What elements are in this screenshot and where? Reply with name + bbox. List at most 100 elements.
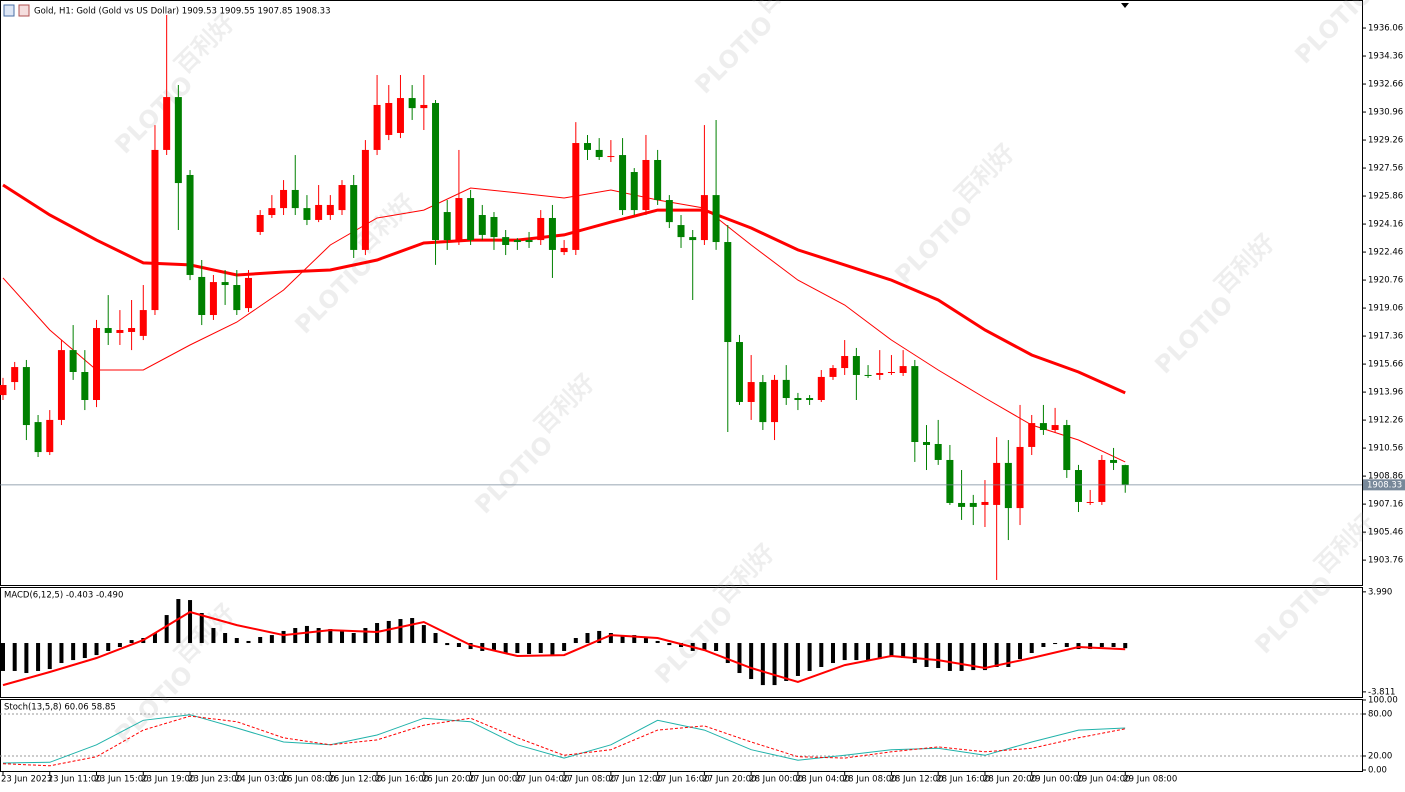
macd-bar	[176, 599, 181, 644]
macd-bar	[12, 643, 17, 671]
chart-title: Gold, H1: Gold (Gold vs US Dollar) 1909.…	[34, 7, 331, 17]
candle-body	[829, 368, 837, 377]
macd-bar	[375, 623, 380, 644]
candle-body	[513, 240, 521, 243]
candle-body	[455, 198, 463, 241]
candle-body	[630, 172, 638, 211]
candle-body	[0, 385, 7, 396]
main-panel-frame	[0, 0, 1363, 586]
macd-bar	[830, 643, 835, 664]
indicator-line	[2, 610, 1126, 687]
x-tick-label: 26 Jun 12:00	[328, 775, 382, 785]
candle-body	[934, 443, 942, 460]
watermark: PLOTIO	[1249, 570, 1338, 659]
watermark: PLOTIO	[469, 430, 558, 519]
macd-bar	[1041, 643, 1046, 647]
x-tick-label: 28 Jun 08:00	[843, 775, 897, 785]
y-tick-label: 1925.86	[1368, 192, 1403, 202]
watermark: PLOTIO	[109, 660, 198, 749]
y-tick-label: 1929.26	[1368, 136, 1403, 146]
candle-body	[852, 356, 860, 375]
macd-bar	[866, 643, 871, 661]
candle-body	[256, 215, 264, 232]
candle-body	[432, 102, 440, 241]
candle-body	[607, 156, 615, 158]
candle-body	[525, 240, 533, 243]
candle-body	[911, 366, 919, 443]
watermark: PLOTIO	[1149, 290, 1238, 379]
macd-title: MACD(6,12,5) -0.403 -0.490	[4, 591, 123, 601]
candle-body	[1063, 425, 1071, 471]
candle-body	[209, 282, 217, 316]
candle-body	[1110, 459, 1118, 463]
candle-body	[373, 104, 381, 150]
macd-bar	[199, 613, 204, 644]
y-tick-label: 1905.46	[1368, 528, 1403, 538]
candle-body	[993, 462, 1001, 505]
watermark: 百利好	[949, 138, 1020, 209]
candle-body	[1004, 462, 1012, 509]
x-tick-label: 27 Jun 12:00	[609, 775, 663, 785]
macd-panel-frame	[0, 587, 1363, 698]
macd-bar	[363, 628, 368, 644]
macd-bar	[316, 628, 321, 644]
candle-body	[502, 237, 510, 245]
y-tick-label: 1932.66	[1368, 80, 1403, 90]
x-tick-label: 28 Jun 12:00	[889, 775, 943, 785]
macd-bar	[304, 625, 309, 644]
last-price-label: 1908.33	[1367, 480, 1402, 490]
watermark: 百利好	[529, 368, 600, 439]
watermark: PLOTIO	[109, 70, 198, 159]
candle-body	[303, 208, 311, 220]
candle-body	[1016, 446, 1024, 509]
watermark: 百利好	[709, 538, 780, 609]
macd-bar	[737, 643, 742, 674]
x-tick-label: 23 Jun 19:00	[141, 775, 195, 785]
macd-bar	[1053, 643, 1058, 645]
candle-body	[923, 442, 931, 445]
candle-body	[396, 98, 404, 133]
icon-symbol[interactable]	[18, 4, 30, 17]
macd-bar	[71, 643, 76, 661]
macd-bar	[538, 643, 543, 654]
macd-bar	[491, 643, 496, 651]
watermark: PLOTIO	[689, 10, 778, 99]
candle-body	[69, 350, 77, 373]
candle-body	[46, 419, 54, 453]
macd-bar	[877, 643, 882, 660]
macd-bar	[702, 643, 707, 651]
y-tick-label: 1915.66	[1368, 360, 1403, 370]
macd-bar	[608, 633, 613, 644]
macd-bar	[188, 600, 193, 644]
shift-marker[interactable]	[1121, 3, 1129, 8]
candle-body	[385, 102, 393, 135]
candle-body	[1074, 470, 1082, 502]
candle-body	[981, 501, 989, 505]
macd-bar	[1006, 643, 1011, 667]
y-tick-label: 1903.76	[1368, 556, 1403, 566]
y-tick-label: 1930.96	[1368, 108, 1403, 118]
y-tick-label: 1920.76	[1368, 276, 1403, 286]
macd-bar	[667, 643, 672, 646]
icon-list[interactable]	[3, 4, 15, 17]
candle-body	[198, 276, 206, 316]
y-tick-label: 1934.36	[1368, 52, 1403, 62]
candle-body	[233, 285, 241, 311]
candle-body	[782, 379, 790, 399]
y-tick-label: 80.00	[1368, 709, 1392, 719]
candle-body	[689, 237, 697, 241]
macd-bar	[1088, 643, 1093, 650]
macd-bar	[889, 643, 894, 657]
x-tick-label: 27 Jun 00:00	[469, 775, 523, 785]
candle-body	[735, 342, 743, 402]
candle-body	[221, 282, 229, 286]
candle-body	[1028, 423, 1036, 447]
candle-body	[771, 379, 779, 423]
x-tick-label: 26 Jun 08:00	[282, 775, 336, 785]
y-tick-label: 1912.26	[1368, 416, 1403, 426]
candle-body	[490, 216, 498, 238]
candle-body	[478, 215, 486, 235]
macd-bar	[398, 619, 403, 644]
candle-body	[280, 189, 288, 209]
